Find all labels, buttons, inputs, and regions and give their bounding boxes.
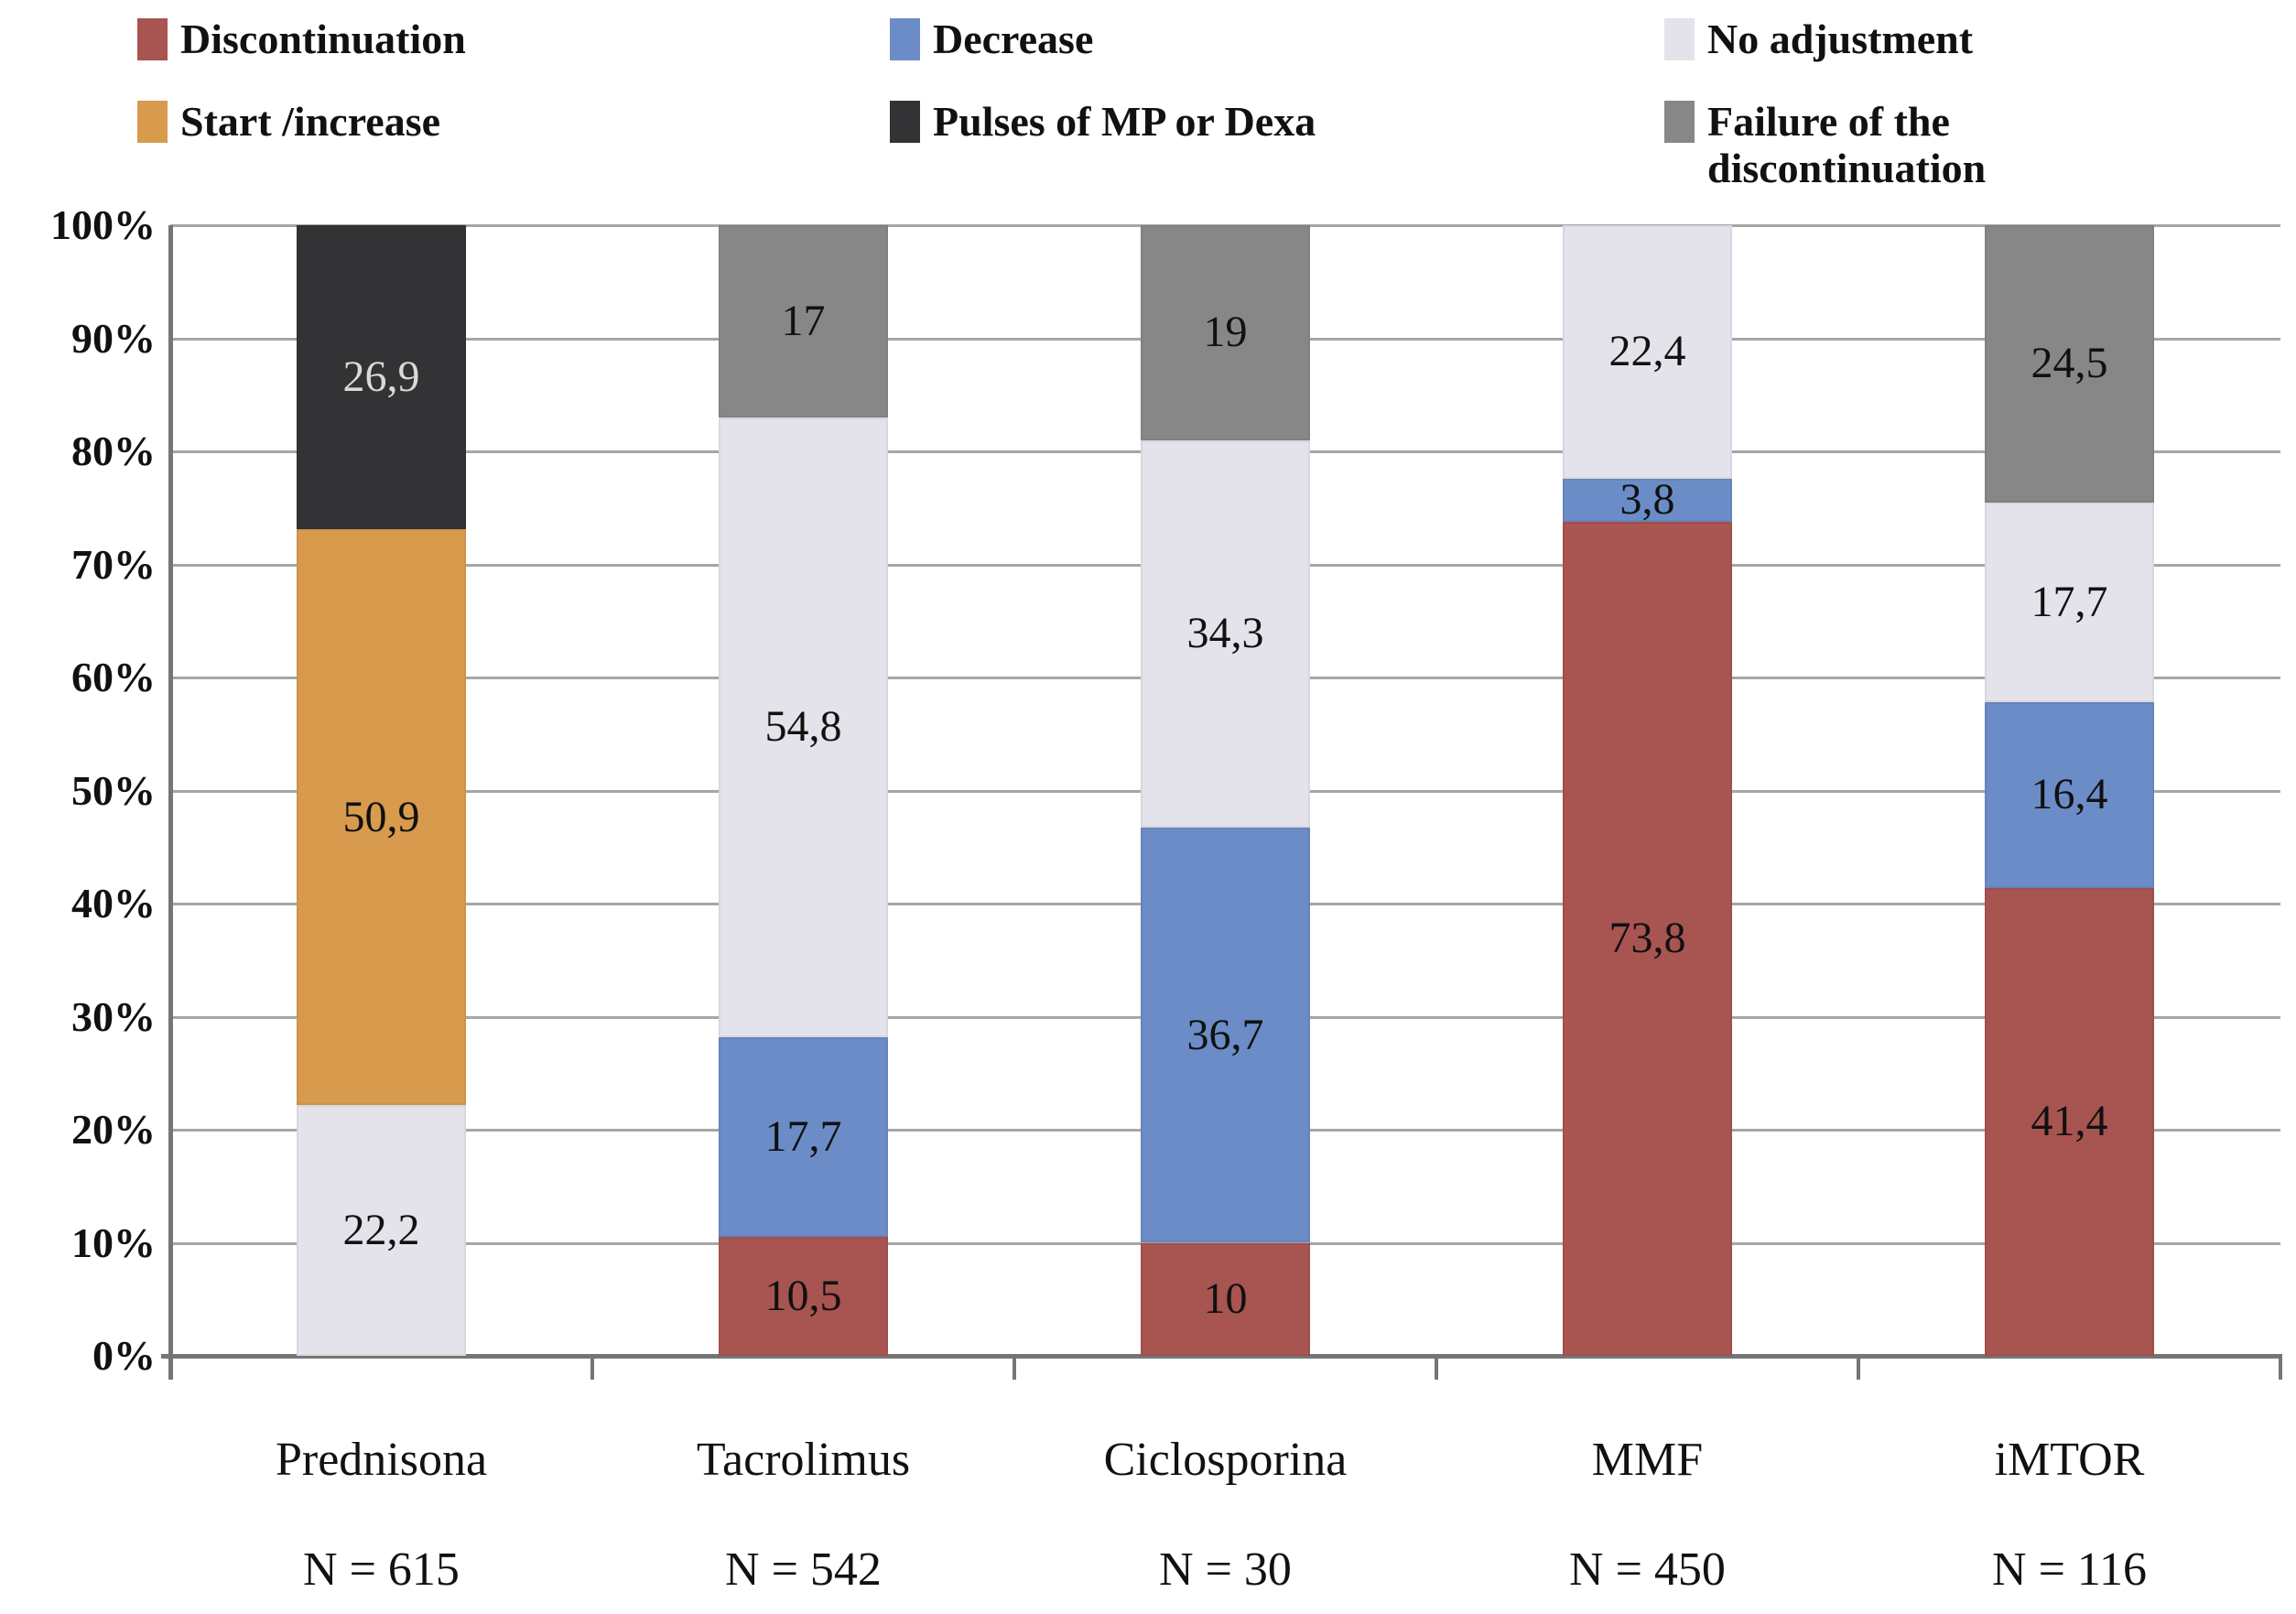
x-axis-line xyxy=(161,1354,2282,1359)
bar-segment xyxy=(1563,478,1732,522)
category-label: MMF xyxy=(1591,1434,1704,1486)
bar-segment xyxy=(1141,225,1310,440)
y-tick-label: 80% xyxy=(71,428,156,474)
category-n-label: N = 450 xyxy=(1569,1544,1726,1596)
data-label: 17,7 xyxy=(2031,577,2108,626)
bar-segment xyxy=(1985,225,2154,503)
data-label: 17 xyxy=(781,296,826,345)
y-tick-label: 20% xyxy=(71,1106,156,1153)
bar-segment xyxy=(1985,702,2154,888)
legend-item: Pulses of MP or Dexa xyxy=(890,98,1316,146)
legend-item: Start /increase xyxy=(137,98,441,146)
bar-segment xyxy=(297,1104,466,1356)
data-label: 3,8 xyxy=(1619,475,1675,525)
y-tick-label: 70% xyxy=(71,540,156,588)
category-label: Ciclosporina xyxy=(1103,1434,1348,1486)
y-tick-label: 50% xyxy=(71,766,156,814)
bar-segment xyxy=(1563,225,1732,479)
data-label: 17,7 xyxy=(764,1112,842,1162)
data-label: 50,9 xyxy=(342,792,420,841)
bar-segment xyxy=(1141,1242,1310,1356)
data-label: 26,9 xyxy=(342,352,420,402)
y-tick-label: 40% xyxy=(71,880,156,926)
category-label: Tacrolimus xyxy=(696,1434,911,1486)
category-n-label: N = 30 xyxy=(1159,1544,1292,1596)
x-axis-tick xyxy=(168,1356,172,1380)
x-axis-tick xyxy=(590,1356,594,1380)
y-tick-label: 90% xyxy=(71,314,156,362)
x-axis-tick xyxy=(1013,1356,1016,1380)
bar-segment xyxy=(719,225,888,417)
legend-swatch-2 xyxy=(890,18,920,60)
y-tick-label: 100% xyxy=(50,201,156,248)
data-label: 10 xyxy=(1203,1274,1248,1324)
legend-label: Discontinuation xyxy=(180,16,466,62)
bar-segment xyxy=(297,225,466,530)
data-label: 24,5 xyxy=(2031,339,2108,388)
legend-swatch-3 xyxy=(1664,18,1695,60)
legend-swatch-6 xyxy=(1664,101,1695,143)
legend-label: Failure of the discontinuation xyxy=(1707,98,1987,191)
legend-swatch-1 xyxy=(137,18,168,60)
legend-item: Discontinuation xyxy=(137,16,466,63)
legend-label: Pulses of MP or Dexa xyxy=(933,98,1316,145)
legend-label: Start /increase xyxy=(180,98,441,145)
bar-segment xyxy=(297,529,466,1105)
category-label: Prednisona xyxy=(275,1434,488,1486)
y-tick-label: 30% xyxy=(71,992,156,1040)
bar-segment xyxy=(719,1036,888,1238)
data-label: 19 xyxy=(1203,308,1248,357)
data-label: 16,4 xyxy=(2031,770,2108,819)
data-label: 73,8 xyxy=(1608,914,1686,963)
data-label: 36,7 xyxy=(1186,1010,1264,1059)
data-label: 22,4 xyxy=(1608,327,1686,376)
legend-label: No adjustment xyxy=(1707,16,1974,62)
data-label: 54,8 xyxy=(764,702,842,752)
legend-label: Decrease xyxy=(933,16,1094,62)
x-axis-tick xyxy=(1857,1356,1860,1380)
bar-segment xyxy=(1563,521,1732,1356)
bar-segment xyxy=(1141,439,1310,829)
legend-item: Decrease xyxy=(890,16,1093,63)
category-n-label: N = 542 xyxy=(725,1544,882,1596)
bar-segment xyxy=(1141,828,1310,1243)
data-label: 22,2 xyxy=(342,1205,420,1254)
category-n-label: N = 116 xyxy=(1992,1544,2147,1596)
legend-swatch-5 xyxy=(890,101,920,143)
category-n-label: N = 615 xyxy=(303,1544,460,1596)
y-axis-line xyxy=(168,225,173,1380)
category-label: iMTOR xyxy=(1994,1434,2145,1486)
y-tick-label: 0% xyxy=(92,1332,156,1379)
bar-segment xyxy=(1985,502,2154,703)
data-label: 41,4 xyxy=(2031,1097,2108,1146)
y-tick-label: 10% xyxy=(71,1219,156,1266)
data-label: 34,3 xyxy=(1186,609,1264,658)
bar-segment xyxy=(719,1237,888,1356)
legend-swatch-4 xyxy=(137,101,168,143)
legend-item: No adjustment xyxy=(1664,16,1973,63)
bar-segment xyxy=(719,417,888,1037)
x-axis-tick xyxy=(1435,1356,1438,1380)
data-label: 10,5 xyxy=(764,1272,842,1321)
y-tick-label: 60% xyxy=(71,654,156,700)
legend-item: Failure of the discontinuation xyxy=(1664,98,2101,191)
bar-segment xyxy=(1985,887,2154,1356)
x-axis-tick xyxy=(2279,1356,2282,1380)
